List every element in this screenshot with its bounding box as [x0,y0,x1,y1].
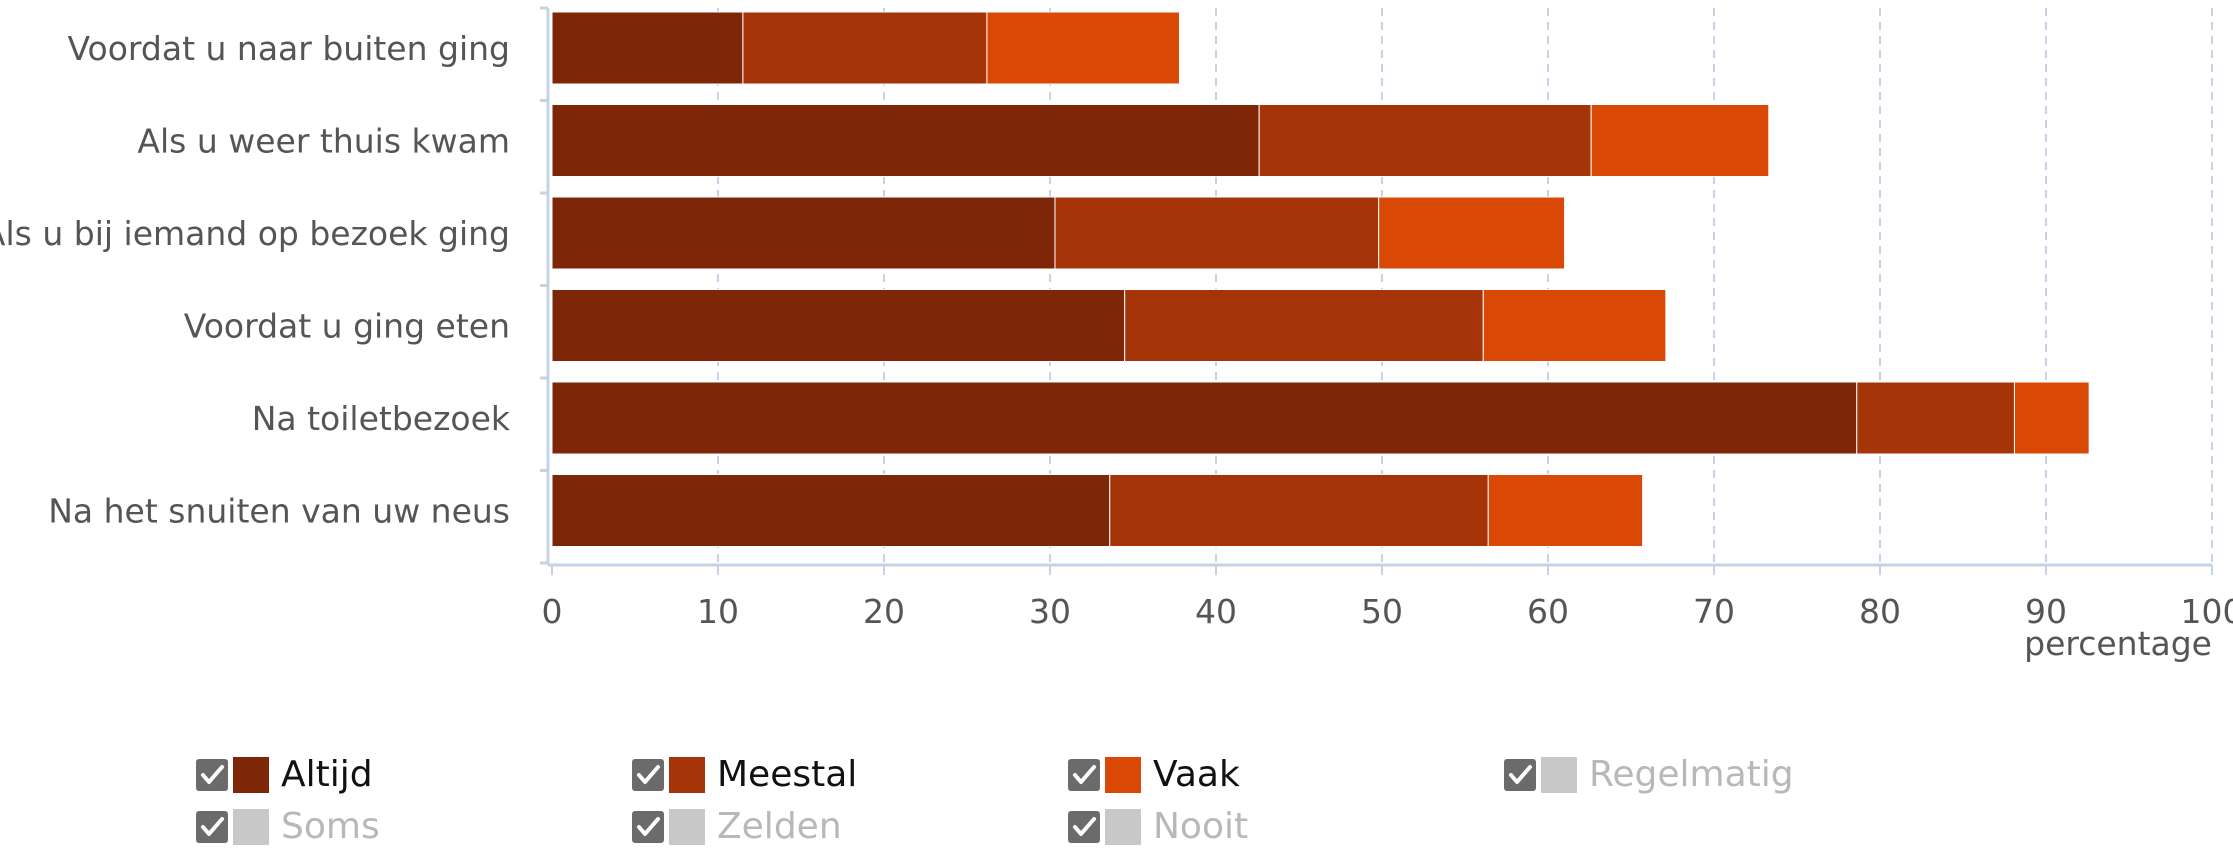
bar-segment[interactable] [1258,104,1592,177]
category-label: Na toiletbezoek [252,399,511,438]
category-label: Na het snuiten van uw neus [48,492,510,531]
legend-swatch [1105,757,1141,793]
category-label: Als u weer thuis kwam [137,122,510,161]
x-tick-label: 20 [863,592,905,631]
bar-segment[interactable] [986,11,1180,85]
grid-lines [717,8,2213,565]
checkbox-checked-icon[interactable] [196,811,228,843]
bar-segment[interactable] [1109,474,1489,547]
bar-segment[interactable] [2013,381,2090,455]
legend-swatch [233,757,269,793]
bar-segment[interactable] [551,381,1858,455]
legend-label: Meestal [717,754,858,795]
legend-label: Nooit [1153,806,1249,847]
bar-segment[interactable] [1054,196,1380,270]
legend-item[interactable]: Regelmatig [1504,755,1794,795]
bars [551,11,2090,547]
legend-item[interactable]: Meestal [632,755,857,795]
bar-segment[interactable] [551,11,744,85]
legend-swatch [669,757,705,793]
legend-swatch [669,809,705,845]
legend-item[interactable]: Nooit [1068,807,1248,847]
x-tick-label: 30 [1029,592,1071,631]
legend-label: Altijd [281,754,373,795]
legend-item[interactable]: Altijd [196,755,373,795]
bar-segment[interactable] [551,196,1056,270]
legend-label: Vaak [1153,754,1240,795]
bar-segment[interactable] [1482,289,1667,362]
checkbox-checked-icon[interactable] [632,811,664,843]
checkbox-checked-icon[interactable] [1504,759,1536,791]
bar-segment[interactable] [1590,104,1770,177]
bar-segment[interactable] [1378,196,1566,270]
bar-segment[interactable] [742,11,988,85]
x-tick-labels: 0 10 20 30 40 50 60 70 80 90 100 [542,592,2233,631]
x-tick-label: 90 [2025,592,2067,631]
legend-swatch [1541,757,1577,793]
axes [540,6,2213,575]
x-tick-label: 80 [1859,592,1901,631]
bar-segment[interactable] [1124,289,1484,362]
bar-segment[interactable] [551,104,1260,177]
x-tick-label: 10 [697,592,739,631]
category-label: Voordat u naar buiten ging [68,29,510,68]
bar-segment[interactable] [551,474,1111,547]
checkbox-checked-icon[interactable] [196,759,228,791]
checkbox-checked-icon[interactable] [1068,759,1100,791]
x-tick-label: 40 [1195,592,1237,631]
category-labels: Voordat u naar buiten ging Als u weer thu… [0,29,511,531]
bar-segment[interactable] [1856,381,2015,455]
legend-swatch [1105,809,1141,845]
category-label: Als u bij iemand op bezoek ging [0,214,510,253]
x-axis-title: percentage [2024,624,2212,663]
legend-swatch [233,809,269,845]
x-tick-label: 70 [1693,592,1735,631]
legend-label: Soms [281,806,380,847]
bar-segment[interactable] [551,289,1126,362]
checkbox-checked-icon[interactable] [1068,811,1100,843]
category-label: Voordat u ging eten [184,307,510,346]
legend-item[interactable]: Zelden [632,807,842,847]
legend-item[interactable]: Vaak [1068,755,1240,795]
checkbox-checked-icon[interactable] [632,759,664,791]
legend-item[interactable]: Soms [196,807,380,847]
x-tick-label: 100 [2181,592,2233,631]
x-tick-label: 60 [1527,592,1569,631]
legend-label: Zelden [717,806,842,847]
x-tick-label: 0 [542,592,563,631]
x-tick-label: 50 [1361,592,1403,631]
legend-label: Regelmatig [1589,754,1794,795]
bar-segment[interactable] [1487,474,1644,547]
